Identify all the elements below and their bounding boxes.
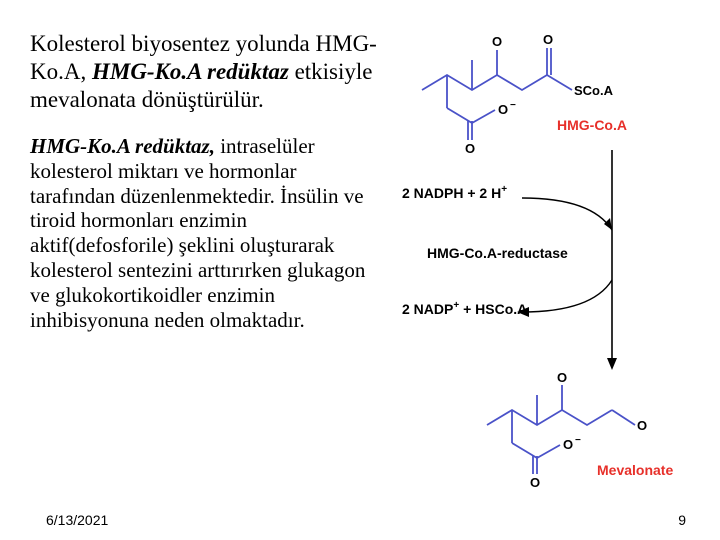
paragraph-2: HMG-Ko.A redüktaz, intraselüler kolester… [30,134,382,332]
hmg-coa-label: HMG-Co.A [557,117,627,133]
nadph-in: 2 NADPH + 2 H [402,185,501,201]
nadph-sup: + [501,184,507,195]
o-b2: O [637,418,647,433]
svg-text:−: − [510,100,516,111]
reaction-diagram: O O SCo.A O O − HMG-Co.A [392,30,692,490]
mevalonate-label: Mevalonate [597,462,673,478]
p2-rest: intraselüler kolesterol miktarı ve hormo… [30,134,365,331]
o-atom-3: O [465,141,475,156]
scoa-label: SCo.A [574,83,614,98]
hscoa: + HSCo.A [459,301,527,317]
nadp-out: 2 NADP [402,301,453,317]
cofactor-labels: 2 NADPH + 2 H+ HMG-Co.A-reductase 2 NADP… [402,184,568,317]
mevalonate-structure: O O O O − Mevalonate [487,370,673,490]
footer: 6/13/2021 9 [0,512,720,528]
o-b4: O [563,437,573,452]
footer-date: 6/13/2021 [46,512,108,528]
o-atom: O [492,34,502,49]
p2-ib: HMG-Ko.A redüktaz, [30,134,215,158]
text-column: Kolesterol biyosentez yolunda HMG-Ko.A, … [30,30,392,490]
p1-ib: HMG-Ko.A redüktaz [92,59,289,84]
paragraph-1: Kolesterol biyosentez yolunda HMG-Ko.A, … [30,30,382,114]
svg-text:2 NADP+ + HSCo.A: 2 NADP+ + HSCo.A [402,300,527,317]
o-atom-4: O [498,102,508,117]
svg-text:−: − [575,435,581,446]
o-atom-2: O [543,32,553,47]
footer-page: 9 [678,512,686,528]
figure-column: O O SCo.A O O − HMG-Co.A [392,30,700,490]
o-b3: O [530,475,540,490]
svg-text:2 NADPH + 2 H+: 2 NADPH + 2 H+ [402,184,507,201]
enzyme-label: HMG-Co.A-reductase [427,245,568,261]
o-b1: O [557,370,567,385]
hmg-coa-structure: O O SCo.A O O − HMG-Co.A [422,32,627,156]
